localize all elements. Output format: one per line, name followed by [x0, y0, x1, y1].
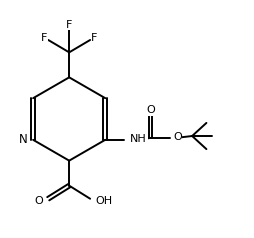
Text: F: F: [66, 20, 72, 30]
Text: OH: OH: [95, 196, 112, 206]
Text: O: O: [35, 196, 43, 206]
Text: NH: NH: [130, 134, 146, 144]
Text: F: F: [41, 33, 47, 43]
Text: F: F: [91, 33, 97, 43]
Text: O: O: [172, 132, 181, 142]
Text: O: O: [146, 105, 154, 115]
Text: N: N: [19, 133, 28, 146]
